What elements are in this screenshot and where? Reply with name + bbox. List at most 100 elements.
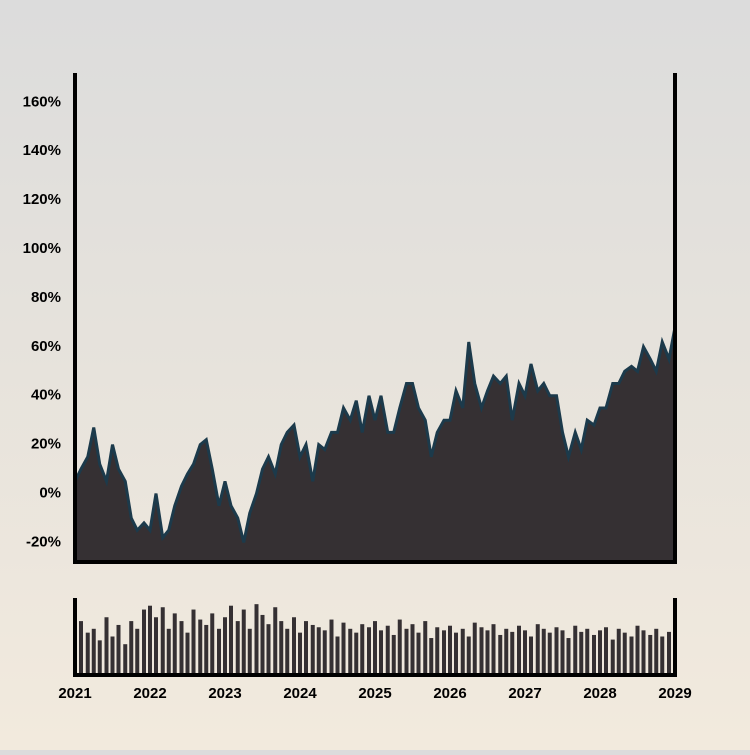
volume-bar xyxy=(667,631,671,675)
volume-bar xyxy=(529,636,533,675)
volume-bar xyxy=(292,617,296,675)
volume-bar xyxy=(379,630,383,675)
volume-bar xyxy=(554,627,559,675)
volume-bar xyxy=(622,632,627,675)
volume-bar xyxy=(598,630,602,675)
volume-bar xyxy=(166,628,171,675)
volume-bar xyxy=(179,621,184,675)
x-tick-label: 2021 xyxy=(58,685,91,702)
volume-bar xyxy=(79,621,83,675)
x-tick-label: 2022 xyxy=(133,685,166,702)
volume-bar xyxy=(210,613,215,675)
volume-bar xyxy=(322,630,327,675)
volume-bar xyxy=(85,632,90,675)
volume-bar xyxy=(460,628,465,675)
volume-bar xyxy=(241,609,246,675)
volume-bar xyxy=(260,614,265,675)
volume-bar xyxy=(435,627,440,675)
volume-bar xyxy=(429,638,434,675)
volume-bar xyxy=(466,636,471,675)
volume-bar xyxy=(510,631,515,675)
volume-bar xyxy=(341,622,346,675)
volume-bar xyxy=(223,617,227,675)
volume-bar xyxy=(635,625,640,675)
volume-bar xyxy=(266,624,271,675)
volume-bar xyxy=(648,634,653,675)
y-tick-label: 160% xyxy=(23,93,61,110)
y-tick-label: 80% xyxy=(31,289,61,306)
volume-bar xyxy=(116,624,121,675)
y-tick-label: 100% xyxy=(23,240,61,257)
y-tick-label: -20% xyxy=(26,533,61,550)
volume-bar xyxy=(397,619,402,675)
volume-bar xyxy=(592,634,596,675)
volume-bar xyxy=(129,621,134,675)
y-tick-label: 120% xyxy=(23,191,61,208)
volume-bar xyxy=(229,605,233,675)
volume-bar xyxy=(104,617,109,675)
volume-bar xyxy=(610,639,615,675)
volume-bar xyxy=(423,621,428,675)
volume-bar xyxy=(191,609,196,675)
volume-bar xyxy=(298,632,302,675)
volume-bar xyxy=(285,628,290,675)
x-tick-label: 2024 xyxy=(283,685,317,702)
volume-bar xyxy=(404,628,409,675)
y-tick-label: 60% xyxy=(31,338,61,355)
volume-bar xyxy=(135,628,140,675)
volume-bar xyxy=(454,632,458,675)
volume-bar xyxy=(391,634,396,675)
y-tick-label: 20% xyxy=(31,436,61,453)
x-tick-label: 2025 xyxy=(358,685,391,702)
volume-bar xyxy=(354,632,359,675)
y-tick-label: 40% xyxy=(31,387,61,404)
y-tick-label: 140% xyxy=(23,142,61,159)
volume-bar xyxy=(660,636,665,675)
volume-bar xyxy=(172,613,177,675)
volume-bar xyxy=(160,607,165,675)
volume-bar xyxy=(148,605,152,675)
volume-bar xyxy=(448,625,452,675)
volume-bar xyxy=(416,632,421,675)
volume-bar xyxy=(472,622,477,675)
x-tick-label: 2023 xyxy=(208,685,241,702)
volume-bar xyxy=(504,628,509,675)
volume-bar xyxy=(385,625,390,675)
volume-bar xyxy=(523,630,527,675)
volume-bar xyxy=(348,628,353,675)
volume-bar xyxy=(142,609,146,675)
volume-bar xyxy=(585,628,590,675)
volume-bar xyxy=(217,628,221,675)
volume-bar xyxy=(498,634,503,675)
x-tick-label: 2028 xyxy=(583,685,616,702)
volume-bar xyxy=(247,628,252,675)
volume-bar xyxy=(616,628,621,675)
volume-bar xyxy=(517,625,521,675)
x-tick-label: 2026 xyxy=(433,685,466,702)
volume-bar xyxy=(329,619,334,675)
y-tick-label: 0% xyxy=(39,485,61,502)
volume-bar xyxy=(367,627,371,675)
volume-bar xyxy=(273,607,278,675)
x-tick-label: 2027 xyxy=(508,685,541,702)
volume-bar xyxy=(97,640,102,675)
volume-bar xyxy=(204,624,209,675)
x-tick-label: 2029 xyxy=(658,685,691,702)
volume-bar xyxy=(541,628,546,675)
area-line xyxy=(73,327,677,543)
volume-bar xyxy=(279,621,284,675)
volume-bar xyxy=(235,621,240,675)
volume-bar xyxy=(316,627,321,675)
volume-bar xyxy=(629,636,634,675)
volume-bar xyxy=(535,624,540,675)
volume-bar xyxy=(573,625,578,675)
volume-bar xyxy=(410,624,415,675)
volume-bar xyxy=(547,632,552,675)
volume-bar xyxy=(604,627,608,675)
volume-bar xyxy=(310,624,315,675)
volume-bar xyxy=(110,636,115,675)
volume-bar xyxy=(485,630,490,675)
volume-bar xyxy=(185,632,190,675)
volume-bar xyxy=(154,617,158,675)
